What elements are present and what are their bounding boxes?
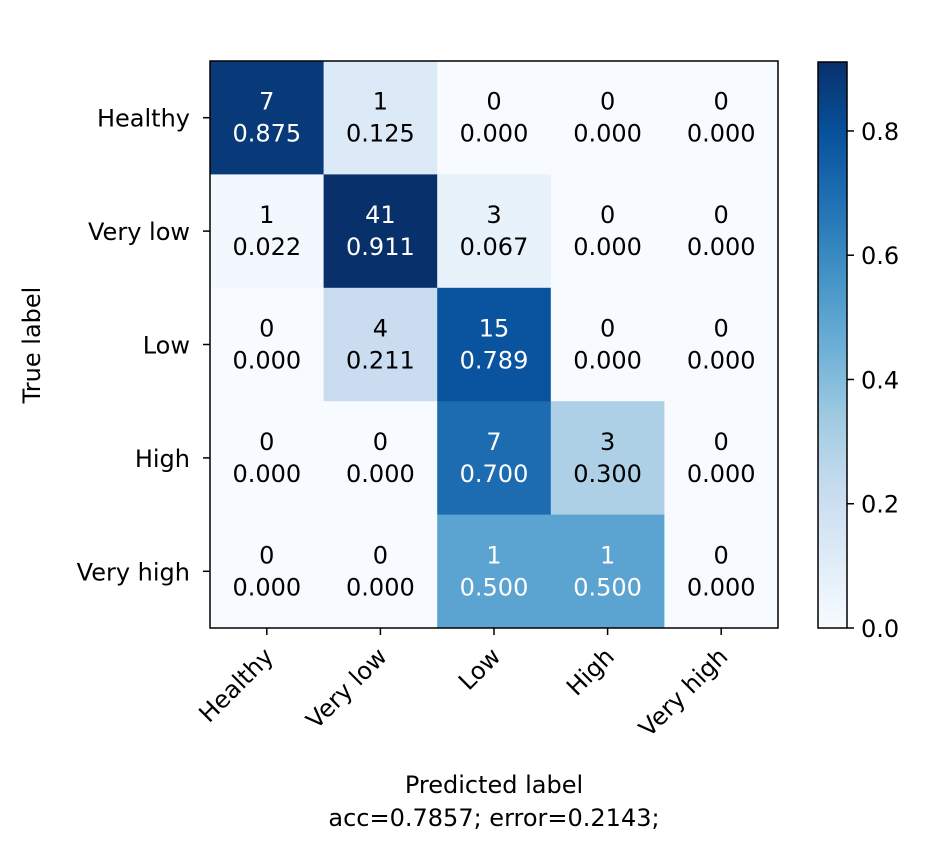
cell-value-label: 0.000 xyxy=(573,347,642,375)
heatmap-cell xyxy=(437,514,552,629)
cell-count-label: 0 xyxy=(714,541,729,569)
heatmap-cell xyxy=(550,514,665,629)
cell-count-label: 3 xyxy=(486,201,501,229)
colorbar-tick-label: 0.4 xyxy=(861,366,899,394)
x-tick-label: Very high xyxy=(633,642,733,742)
cell-count-label: 7 xyxy=(259,88,274,116)
y-tick-label: Very high xyxy=(77,558,190,586)
x-axis-subtitle: acc=0.7857; error=0.2143; xyxy=(328,804,659,832)
cell-count-label: 4 xyxy=(373,315,388,343)
cell-count-label: 0 xyxy=(714,88,729,116)
heatmap-cell xyxy=(437,401,552,516)
cell-count-label: 1 xyxy=(486,541,501,569)
cell-value-label: 0.000 xyxy=(232,573,301,601)
cell-value-label: 0.300 xyxy=(573,460,642,488)
cell-value-label: 0.000 xyxy=(573,120,642,148)
cell-count-label: 0 xyxy=(600,201,615,229)
heatmap-cell xyxy=(323,287,438,402)
heatmap-cell xyxy=(550,401,665,516)
x-tick-label: Healthy xyxy=(193,642,279,728)
y-tick-label: Low xyxy=(143,332,190,360)
cell-value-label: 0.000 xyxy=(687,460,756,488)
y-tick-label: High xyxy=(135,445,190,473)
cell-value-label: 0.500 xyxy=(460,573,529,601)
cell-count-label: 0 xyxy=(714,428,729,456)
cell-count-label: 0 xyxy=(259,541,274,569)
cell-value-label: 0.000 xyxy=(687,120,756,148)
heatmap-cell xyxy=(323,514,438,629)
cell-value-label: 0.789 xyxy=(460,347,529,375)
heatmap-cell xyxy=(550,287,665,402)
cell-value-label: 0.500 xyxy=(573,573,642,601)
heatmap-cell xyxy=(210,287,325,402)
cell-count-label: 15 xyxy=(479,315,510,343)
cell-value-label: 0.911 xyxy=(346,233,415,261)
heatmap-cell xyxy=(550,174,665,289)
heatmap-cell xyxy=(210,401,325,516)
cell-value-label: 0.000 xyxy=(687,347,756,375)
heatmap-cell xyxy=(664,61,779,175)
colorbar xyxy=(817,61,848,629)
heatmap-cell xyxy=(664,514,779,629)
heatmap-cells xyxy=(210,61,779,629)
cell-count-label: 0 xyxy=(714,315,729,343)
cell-count-label: 0 xyxy=(259,428,274,456)
cell-count-label: 0 xyxy=(373,541,388,569)
x-tick-label: Very low xyxy=(301,642,393,734)
cell-value-label: 0.000 xyxy=(687,233,756,261)
cell-count-label: 41 xyxy=(365,201,396,229)
heatmap-cell xyxy=(550,61,665,175)
colorbar-ticks: 0.0 0.2 0.4 0.6 0.8 xyxy=(847,118,899,643)
cell-count-label: 0 xyxy=(600,88,615,116)
y-tick-label: Healthy xyxy=(97,105,190,133)
cell-value-label: 0.000 xyxy=(573,233,642,261)
colorbar-tick-label: 0.2 xyxy=(861,491,899,519)
heatmap-cell xyxy=(210,514,325,629)
heatmap-cell xyxy=(323,174,438,289)
colorbar-tick-label: 0.8 xyxy=(861,118,899,146)
heatmap-cell xyxy=(323,401,438,516)
cell-count-label: 1 xyxy=(259,201,274,229)
x-axis-ticks: Healthy Very low Low High Very high xyxy=(193,628,733,742)
heatmap-cell xyxy=(210,174,325,289)
heatmap-cell xyxy=(664,174,779,289)
cell-value-label: 0.125 xyxy=(346,120,415,148)
cell-count-label: 0 xyxy=(714,201,729,229)
x-tick-label: High xyxy=(561,642,620,701)
y-tick-label: Very low xyxy=(88,218,190,246)
heatmap-cell xyxy=(664,287,779,402)
cell-count-label: 3 xyxy=(600,428,615,456)
y-axis-label: True label xyxy=(18,287,46,405)
cell-value-label: 0.700 xyxy=(460,460,529,488)
heatmap-cell xyxy=(437,174,552,289)
cell-value-label: 0.211 xyxy=(346,347,415,375)
heatmap-cell xyxy=(437,61,552,175)
y-axis-ticks: Healthy Very low Low High Very high xyxy=(77,105,210,586)
heatmap-cell xyxy=(664,401,779,516)
cell-value-label: 0.000 xyxy=(460,120,529,148)
cell-count-label: 1 xyxy=(600,541,615,569)
heatmap-cell xyxy=(323,61,438,175)
cell-count-label: 1 xyxy=(373,88,388,116)
colorbar-tick-label: 0.0 xyxy=(861,615,899,643)
cell-count-label: 0 xyxy=(259,315,274,343)
cell-value-label: 0.067 xyxy=(460,233,529,261)
cell-value-label: 0.000 xyxy=(346,573,415,601)
cell-value-label: 0.000 xyxy=(687,573,756,601)
x-axis-label: Predicted label xyxy=(405,771,583,799)
cell-count-label: 0 xyxy=(373,428,388,456)
cell-value-label: 0.875 xyxy=(232,120,301,148)
heatmap-cell xyxy=(210,61,325,175)
heatmap-cell xyxy=(437,287,552,402)
cell-value-label: 0.000 xyxy=(346,460,415,488)
x-tick-label: Low xyxy=(453,642,506,695)
cell-count-label: 7 xyxy=(486,428,501,456)
cell-count-label: 0 xyxy=(486,88,501,116)
cell-value-label: 0.000 xyxy=(232,460,301,488)
cell-value-label: 0.022 xyxy=(232,233,301,261)
colorbar-tick-label: 0.6 xyxy=(861,242,899,270)
cell-count-label: 0 xyxy=(600,315,615,343)
cell-value-label: 0.000 xyxy=(232,347,301,375)
